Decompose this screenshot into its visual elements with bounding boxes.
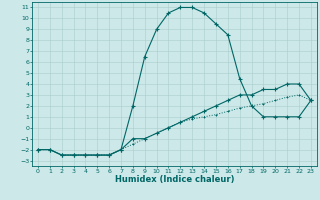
X-axis label: Humidex (Indice chaleur): Humidex (Indice chaleur) [115,175,234,184]
